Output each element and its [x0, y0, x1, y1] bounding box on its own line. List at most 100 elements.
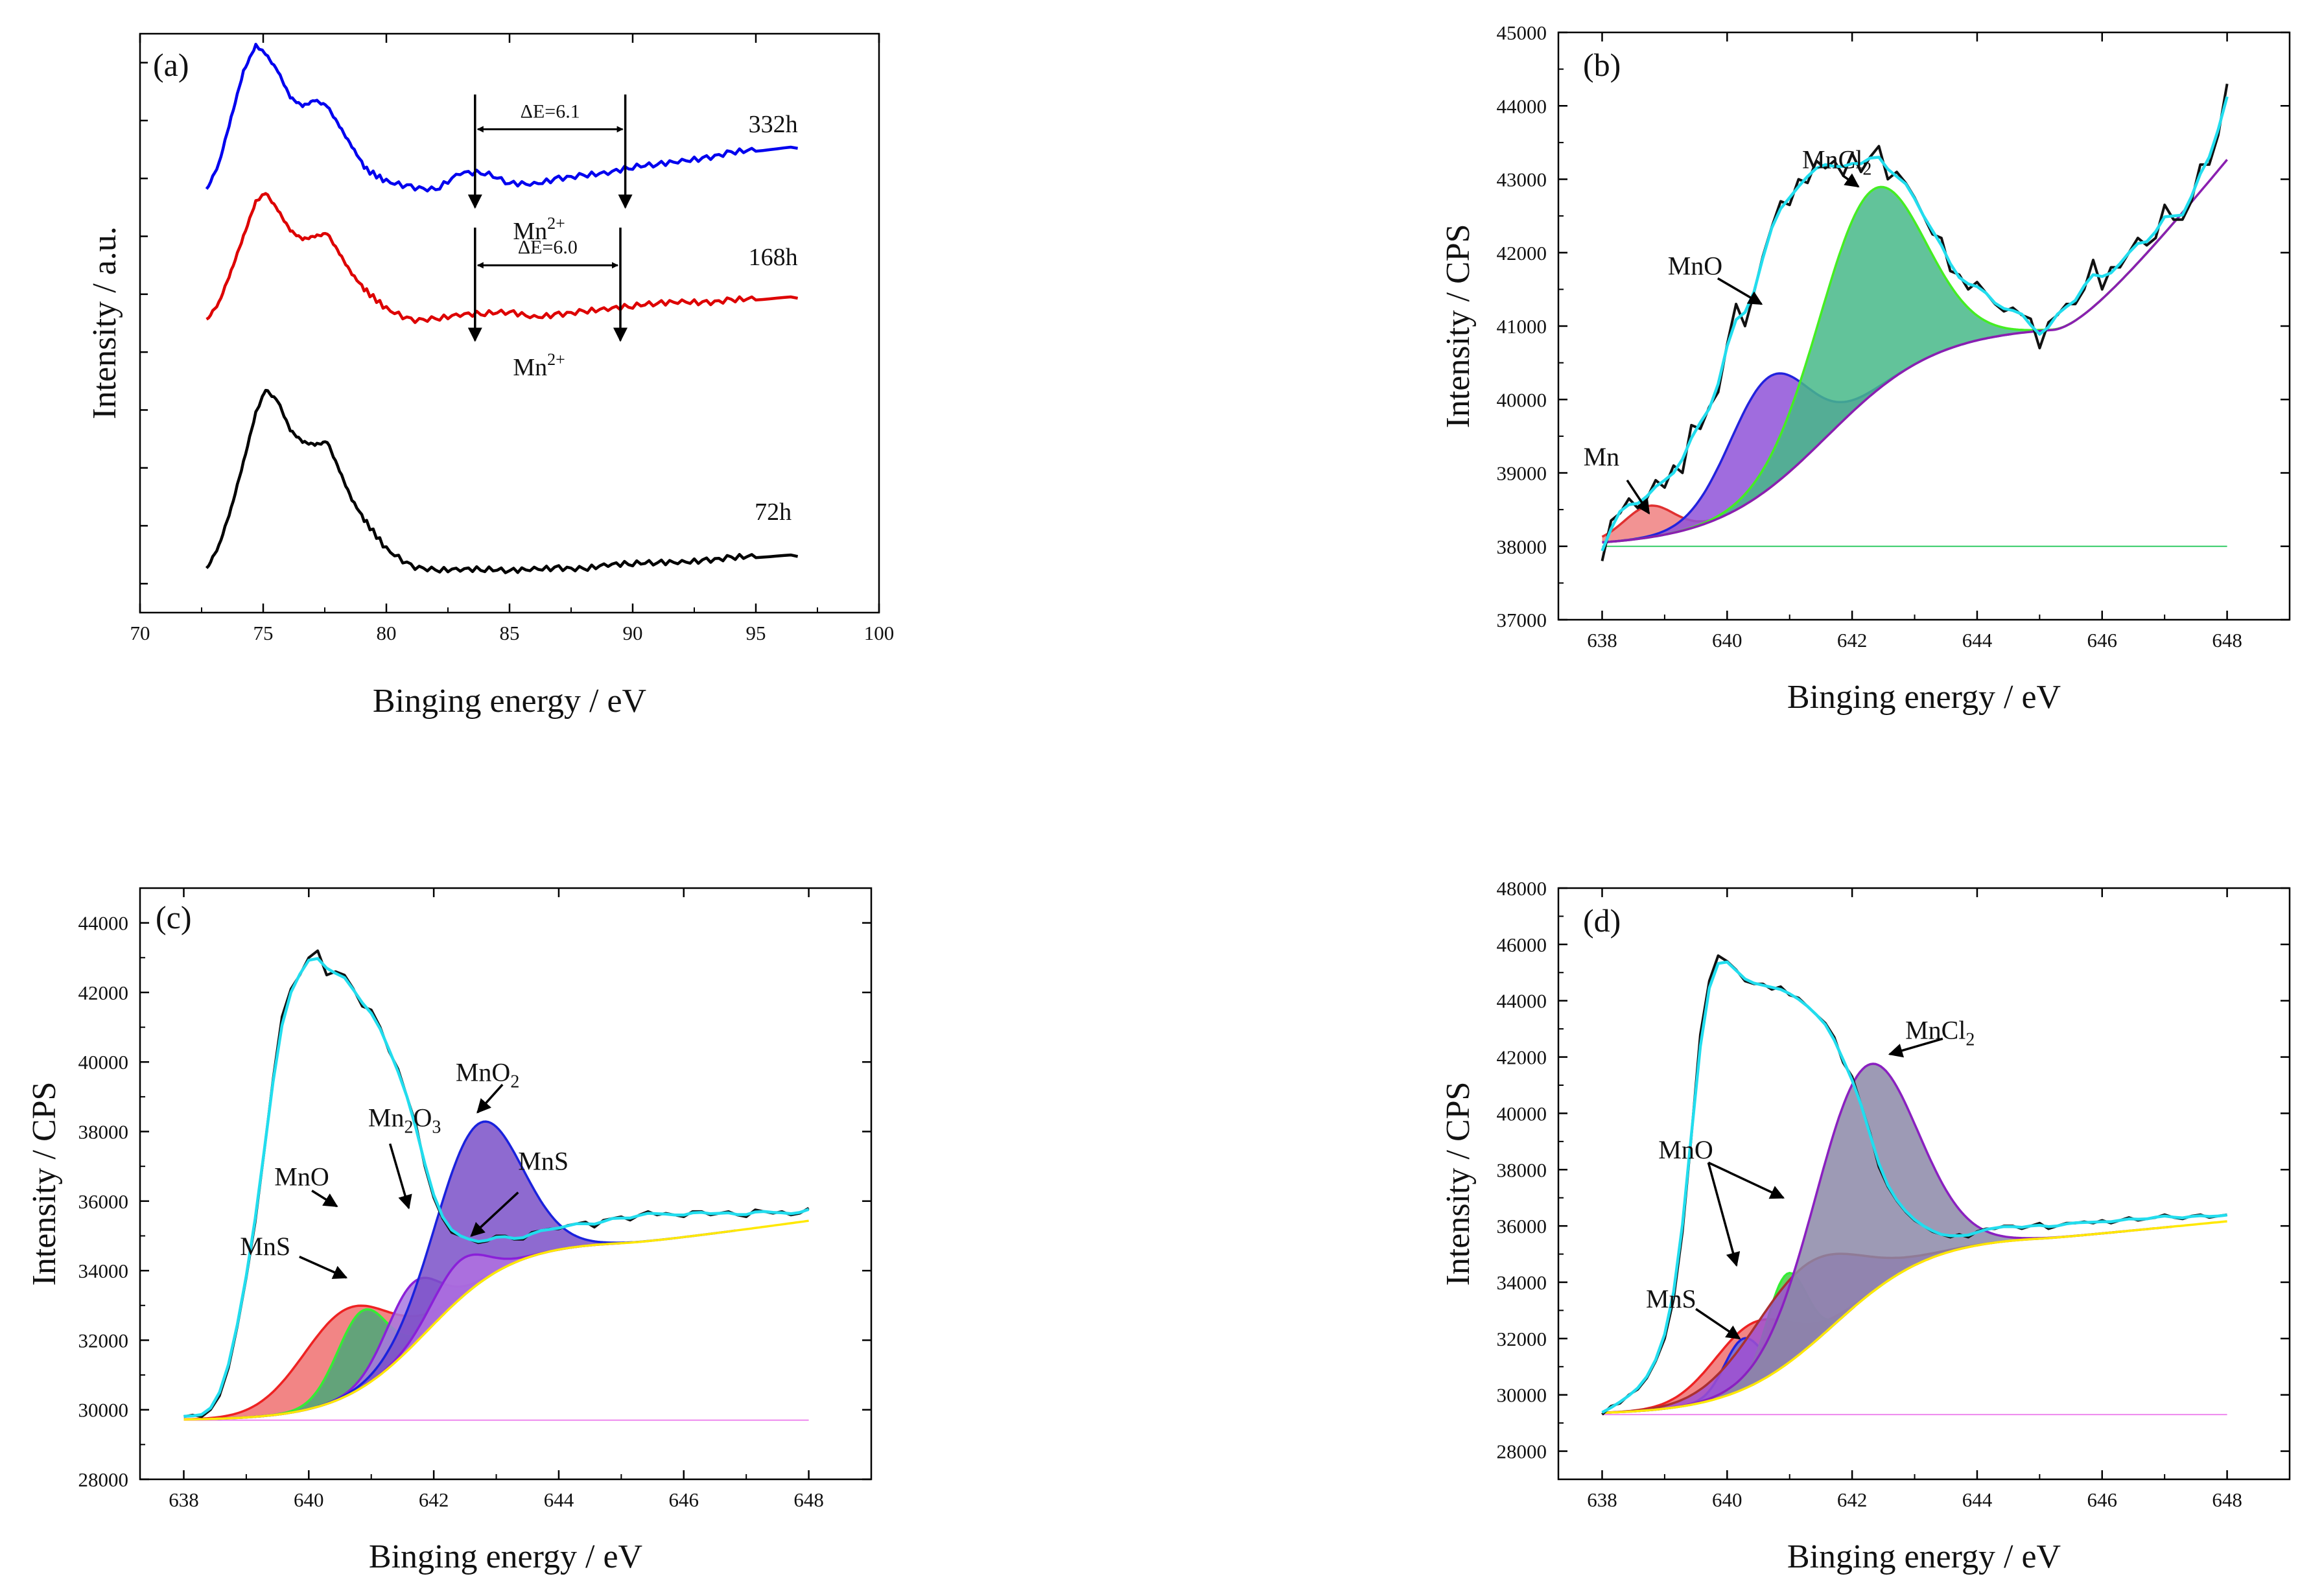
panel-a-x-tick-label: 100	[864, 622, 895, 644]
panel-d-x-tick-label: 646	[2087, 1488, 2118, 1511]
panel-b-y-tick-label: 42000	[1497, 242, 1547, 264]
panel-b-y-tick-label: 39000	[1497, 462, 1547, 485]
panel-a-x-tick-label: 75	[253, 622, 274, 644]
peak-label-MnS: MnS	[240, 1232, 290, 1261]
ion-label: Mn2+	[513, 350, 565, 381]
panel-d-y-tick-label: 46000	[1497, 933, 1547, 956]
panel-a-label: (a)	[153, 47, 189, 83]
panel-c-x-tick-label: 648	[793, 1488, 824, 1511]
series-line-72h	[207, 390, 798, 572]
panel-c-label: (c)	[156, 899, 192, 935]
peak-label-arrow	[1696, 1309, 1739, 1339]
panel-d-x-tick-label: 638	[1587, 1488, 1617, 1511]
panel-a-series	[207, 44, 798, 572]
panel-d-y-tick-label: 44000	[1497, 990, 1547, 1013]
panel-d-y-tick-label: 48000	[1497, 877, 1547, 900]
panel-b-x-tick-label: 638	[1587, 629, 1617, 651]
peak-label-MnO: MnO	[1668, 252, 1722, 281]
series-line-332h	[207, 44, 798, 191]
panel-d-xlabel: Binging energy / eV	[1787, 1538, 2061, 1575]
series-label-72h: 72h	[755, 499, 792, 526]
panel-d-y-tick-label: 28000	[1497, 1440, 1547, 1463]
peak-label-MnCl: MnCl2	[1905, 1015, 1975, 1050]
panel-c-y-tick-label: 38000	[78, 1121, 129, 1144]
panel-d-x-tick-label: 640	[1712, 1488, 1742, 1511]
panel-c-x-tick-label: 644	[544, 1488, 574, 1511]
peak-label-arrow	[1708, 1162, 1736, 1265]
panel-b-y-tick-label: 45000	[1497, 21, 1547, 44]
panel-b-y-tick-label: 38000	[1497, 535, 1547, 558]
panel-d-y-tick-label: 34000	[1497, 1271, 1547, 1294]
panel-c-ylabel: Intensity / CPS	[26, 1082, 63, 1286]
peak-label-MnO: MnO	[1658, 1135, 1713, 1164]
panel-c-x-tick-label: 642	[419, 1488, 449, 1511]
panel-c-x-tick-label: 646	[669, 1488, 699, 1511]
panel-d-y-tick-label: 32000	[1497, 1328, 1547, 1350]
panel-c-x-tick-label: 638	[169, 1488, 199, 1511]
panel-a-ylabel: Intensity / a.u.	[86, 226, 123, 419]
peak-label-arrow	[1708, 1162, 1783, 1197]
panel-d-y-tick-label: 30000	[1497, 1384, 1547, 1407]
panel-b-y-tick-label: 43000	[1497, 169, 1547, 191]
component-fill-MnCl2	[1602, 1064, 2173, 1413]
panel-c-y-tick-label: 30000	[78, 1399, 129, 1422]
series-label-168h: 168h	[749, 244, 798, 271]
peak-label-arrow	[312, 1191, 337, 1206]
panel-b-xlabel: Binging energy / eV	[1787, 679, 2061, 716]
delta-e-label: ΔE=6.1	[521, 100, 580, 122]
component-fill-MnCl2	[1602, 187, 2186, 542]
series-label-332h: 332h	[749, 111, 798, 138]
panel-c: 638 640 642 644 646 648 28000 30000 32000 34000 36…	[26, 888, 871, 1575]
peak-label-MnO: MnO	[274, 1162, 329, 1191]
panel-b-x-tick-label: 642	[1837, 629, 1868, 651]
figure: 70 75 80 85 90 95 100 332h 168h 72h ΔE=6.1 Mn2+ ΔE=…	[0, 0, 2311, 1596]
panel-d-y-tick-label: 38000	[1497, 1158, 1547, 1181]
panel-d-ylabel: Intensity / CPS	[1440, 1082, 1477, 1286]
peak-label-arrow	[478, 1085, 503, 1112]
panel-b-x-tick-label: 648	[2212, 629, 2242, 651]
peak-label-arrow	[1843, 176, 1859, 187]
panel-a-x-tick-label: 95	[746, 622, 766, 644]
series-line-168h	[207, 194, 798, 323]
panel-a-x-tick-label: 70	[130, 622, 150, 644]
peak-label-MnS: MnS	[1646, 1284, 1696, 1313]
panel-d-y-tick-label: 40000	[1497, 1102, 1547, 1125]
panel-c-y-tick-label: 40000	[78, 1051, 129, 1074]
panel-d-label: (d)	[1583, 902, 1621, 939]
panel-c-y-tick-label: 28000	[78, 1468, 129, 1491]
peak-label-arrow	[390, 1144, 409, 1208]
panel-c-y-tick-label: 44000	[78, 912, 129, 935]
panel-c-y-tick-label: 36000	[78, 1190, 129, 1213]
panel-c-y-tick-label: 34000	[78, 1260, 129, 1282]
panel-d-x-tick-label: 644	[1962, 1488, 1993, 1511]
panel-a-x-tick-label: 85	[500, 622, 520, 644]
panel-d-y-tick-label: 42000	[1497, 1046, 1547, 1069]
panel-b-ylabel: Intensity / CPS	[1440, 224, 1477, 428]
panel-b-y-tick-label: 41000	[1497, 315, 1547, 338]
panel-a-x-tick-label: 80	[377, 622, 397, 644]
peak-label-arrow	[299, 1257, 346, 1278]
panel-b-y-tick-label: 37000	[1497, 609, 1547, 631]
peak-label-MnO: MnO2	[456, 1058, 519, 1092]
panel-c-y-tick-label: 32000	[78, 1329, 129, 1352]
panel-b-x-tick-label: 640	[1712, 629, 1742, 651]
peak-label-Mn: Mn	[1584, 442, 1620, 471]
panel-d-x-tick-label: 642	[1837, 1488, 1868, 1511]
panel-d-y-tick-label: 36000	[1497, 1215, 1547, 1238]
panel-a-x-tick-label: 90	[623, 622, 643, 644]
delta-e-label: ΔE=6.0	[518, 237, 578, 258]
panel-d: 638 640 642 644 646 648 28000 30000 32000 34000 36…	[1440, 877, 2290, 1575]
panel-d-x-tick-label: 648	[2212, 1488, 2242, 1511]
panel-b: 638 640 642 644 646 648 37000 38000 39000 40000 41…	[1440, 21, 2290, 716]
panel-b-y-tick-label: 40000	[1497, 388, 1547, 411]
peak-label-MnCl: MnCl2	[1802, 145, 1871, 180]
panel-b-series	[1602, 84, 2227, 561]
panel-b-label: (b)	[1583, 47, 1621, 83]
panel-b-y-tick-label: 44000	[1497, 95, 1547, 117]
panel-b-x-tick-label: 646	[2087, 629, 2118, 651]
panel-c-xlabel: Binging energy / eV	[369, 1538, 642, 1575]
panel-c-x-tick-label: 640	[294, 1488, 324, 1511]
panel-b-x-tick-label: 644	[1962, 629, 1993, 651]
panel-c-y-tick-label: 42000	[78, 981, 129, 1004]
